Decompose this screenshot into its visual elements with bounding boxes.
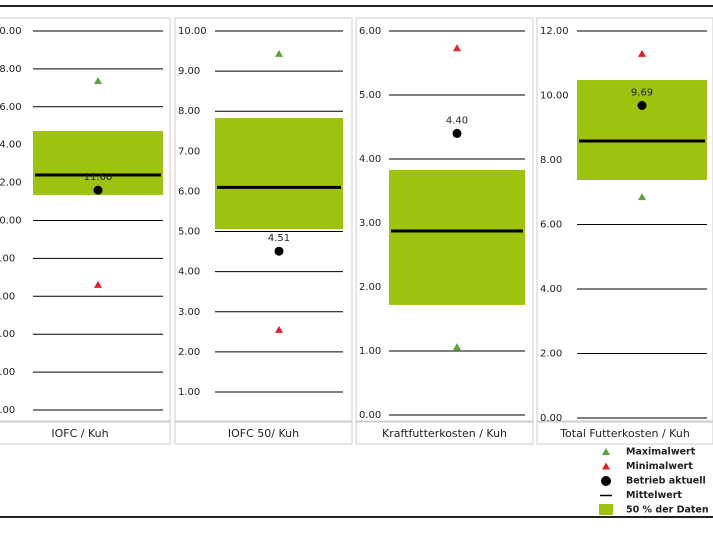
panel-label-box (0, 421, 171, 445)
y-tick-label: 9.00 (178, 66, 200, 77)
y-tick-label: 2.00 (359, 282, 381, 293)
panel-label-box (536, 421, 713, 445)
y-tick-label: 16.00 (0, 102, 22, 113)
y-tick-label: 2.00 (540, 349, 562, 360)
y-tick-label: 2.00 (0, 367, 15, 378)
iqr-box (33, 131, 163, 195)
legend-min-symbol (602, 462, 610, 470)
panel-label-box (355, 421, 534, 445)
y-tick-label: 3.00 (359, 218, 381, 229)
legend-box-symbol (599, 504, 613, 515)
y-tick-label: 10.00 (178, 26, 207, 37)
panel (536, 17, 713, 422)
y-tick-label: 12.00 (0, 178, 22, 189)
y-tick-label: 0.00 (540, 413, 562, 424)
y-tick-label: 5.00 (178, 227, 200, 238)
y-tick-label: 4.00 (178, 267, 200, 278)
current-marker (93, 185, 103, 195)
legend-max-symbol (602, 448, 610, 455)
current-marker (637, 100, 647, 110)
y-tick-label: 6.00 (359, 26, 381, 37)
y-tick-label: 2.00 (178, 347, 200, 358)
x-axis-label: Kraftfutterkosten / Kuh (382, 427, 507, 440)
min-marker (638, 49, 646, 57)
iqr-box (389, 169, 525, 305)
y-tick-label: 1.00 (359, 346, 381, 357)
y-tick-label: 1.00 (178, 387, 200, 398)
y-tick-label: 4.00 (540, 284, 562, 295)
max-marker (275, 49, 283, 57)
current-marker (452, 128, 462, 138)
current-label: 11.60 (84, 172, 113, 183)
legend-label: 50 % der Daten (626, 505, 709, 516)
x-axis-label: Total Futterkosten / Kuh (559, 427, 690, 440)
y-tick-label: 8.00 (0, 253, 15, 264)
max-marker (453, 343, 461, 351)
y-tick-label: 8.00 (540, 155, 562, 166)
y-tick-label: 0.00 (0, 405, 15, 416)
panel-label-box (174, 421, 353, 445)
current-label: 4.51 (268, 233, 290, 244)
y-tick-label: 20.00 (0, 26, 22, 37)
y-tick-label: 6.00 (0, 291, 15, 302)
y-tick-label: 4.00 (0, 329, 15, 340)
current-label: 4.40 (446, 115, 468, 126)
y-tick-label: 8.00 (178, 106, 200, 117)
current-label: 9.69 (631, 87, 653, 98)
current-marker (274, 246, 284, 256)
y-tick-label: 7.00 (178, 146, 200, 157)
legend-label: Maximalwert (626, 447, 696, 458)
panel (0, 17, 171, 422)
max-marker (94, 77, 102, 85)
y-tick-label: 5.00 (359, 90, 381, 101)
y-tick-label: 3.00 (178, 307, 200, 318)
y-tick-label: 0.00 (359, 410, 381, 421)
legend-current-symbol (601, 476, 611, 486)
y-tick-label: 10.00 (540, 91, 569, 102)
y-tick-label: 12.00 (540, 26, 569, 37)
y-tick-label: 14.00 (0, 140, 22, 151)
max-marker (638, 193, 646, 201)
iqr-box (577, 80, 707, 180)
y-tick-label: 6.00 (540, 220, 562, 231)
y-tick-label: 10.00 (0, 216, 22, 227)
legend-label: Minimalwert (626, 461, 693, 472)
legend-label: Mittelwert (626, 490, 682, 501)
iqr-box (215, 118, 343, 230)
y-tick-label: 4.00 (359, 154, 381, 165)
min-marker (94, 280, 102, 288)
legend-label: Betrieb aktuell (626, 476, 706, 487)
min-marker (275, 325, 283, 333)
y-tick-label: 6.00 (178, 186, 200, 197)
y-tick-label: 18.00 (0, 64, 22, 75)
x-axis-label: IOFC 50/ Kuh (228, 427, 299, 440)
x-axis-label: IOFC / Kuh (51, 427, 108, 440)
min-marker (453, 44, 461, 52)
